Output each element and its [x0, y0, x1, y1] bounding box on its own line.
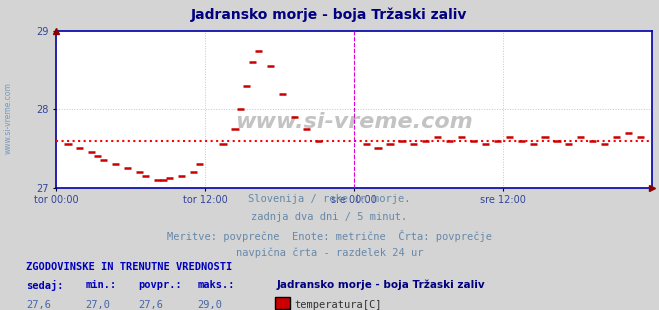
Text: Jadransko morje - boja Tržaski zaliv: Jadransko morje - boja Tržaski zaliv: [277, 280, 486, 290]
Text: Meritve: povprečne  Enote: metrične  Črta: povprečje: Meritve: povprečne Enote: metrične Črta:…: [167, 230, 492, 242]
Text: 27,6: 27,6: [138, 300, 163, 310]
Text: zadnja dva dni / 5 minut.: zadnja dva dni / 5 minut.: [251, 212, 408, 222]
Text: maks.:: maks.:: [198, 280, 235, 290]
Text: sedaj:: sedaj:: [26, 280, 64, 291]
Text: www.si-vreme.com: www.si-vreme.com: [235, 112, 473, 132]
Text: povpr.:: povpr.:: [138, 280, 182, 290]
Text: 27,6: 27,6: [26, 300, 51, 310]
Text: 29,0: 29,0: [198, 300, 223, 310]
Text: 27,0: 27,0: [86, 300, 111, 310]
Text: temperatura[C]: temperatura[C]: [294, 300, 382, 310]
Text: Slovenija / reke in morje.: Slovenija / reke in morje.: [248, 194, 411, 204]
Text: navpična črta - razdelek 24 ur: navpična črta - razdelek 24 ur: [236, 248, 423, 258]
Text: ZGODOVINSKE IN TRENUTNE VREDNOSTI: ZGODOVINSKE IN TRENUTNE VREDNOSTI: [26, 262, 233, 272]
Text: Jadransko morje - boja Tržaski zaliv: Jadransko morje - boja Tržaski zaliv: [191, 8, 468, 22]
Text: min.:: min.:: [86, 280, 117, 290]
Text: www.si-vreme.com: www.si-vreme.com: [3, 82, 13, 154]
